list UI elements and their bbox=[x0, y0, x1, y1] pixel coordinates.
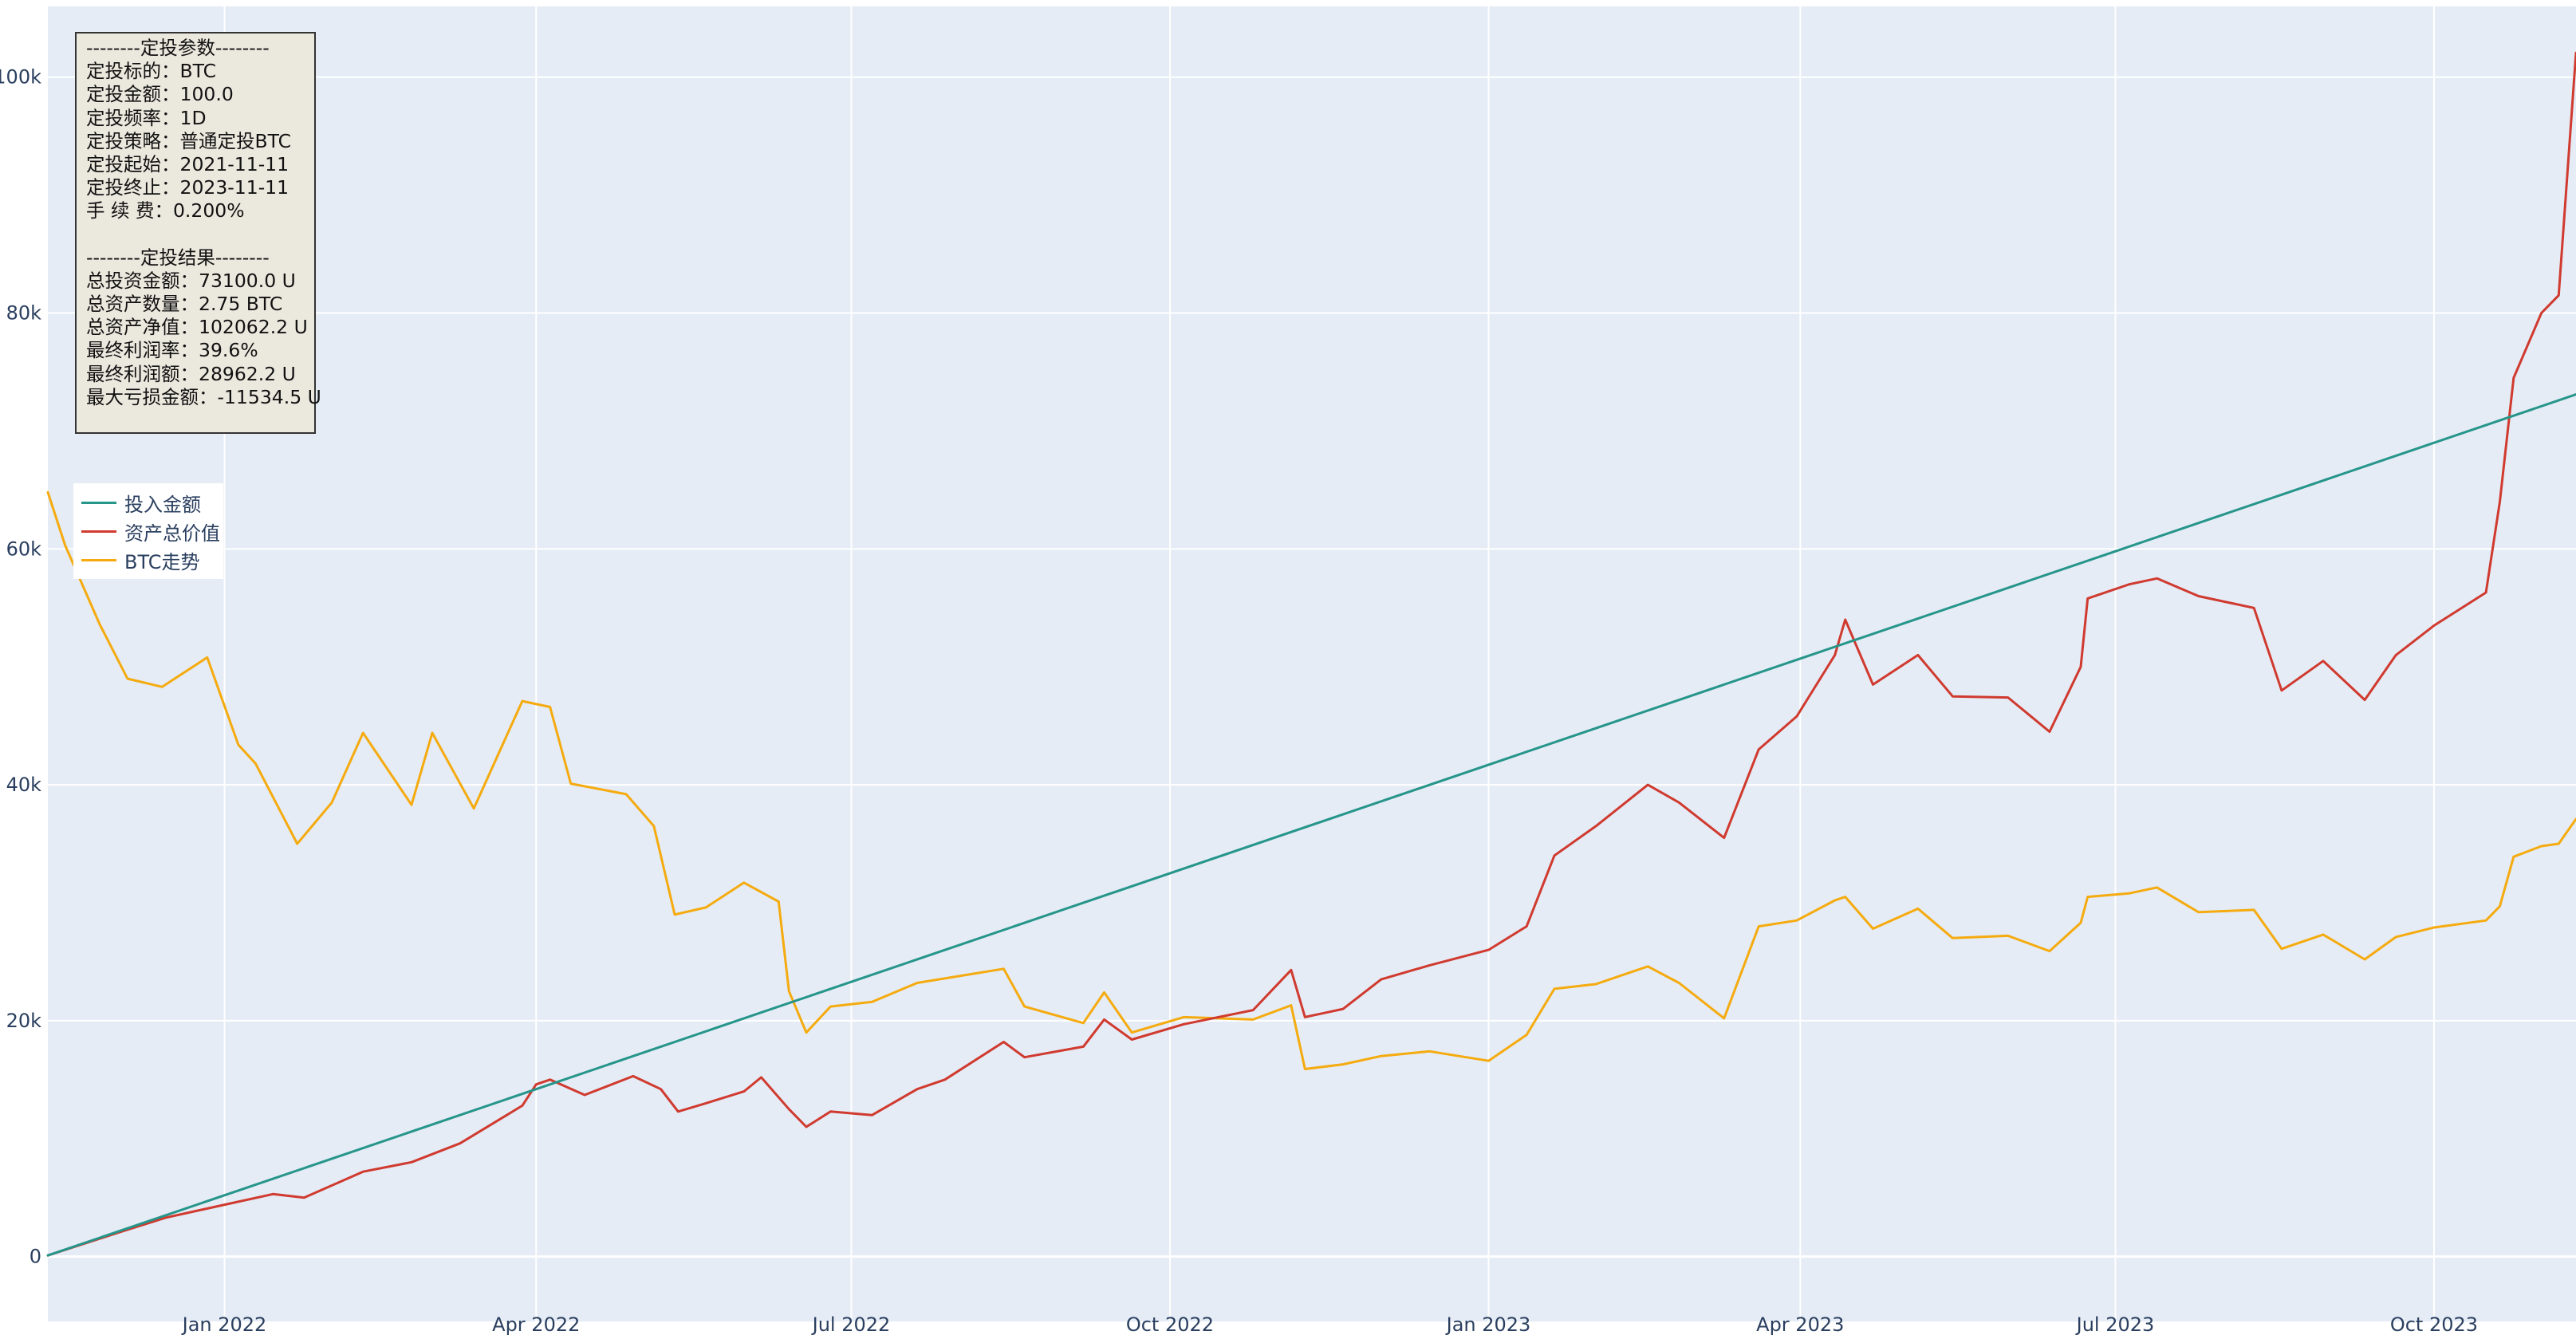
y-tick-label: 80k bbox=[6, 302, 42, 325]
y-tick-label: 60k bbox=[6, 538, 42, 560]
stats-line bbox=[86, 223, 314, 246]
stats-line: 最大亏损金额：-11534.5 U bbox=[86, 385, 321, 408]
stats-line: 定投策略：普通定投BTC bbox=[86, 129, 292, 152]
series-line-invested bbox=[46, 393, 2576, 1257]
stats-line: 手 续 费：0.200% bbox=[86, 199, 245, 223]
y-tick-label: 40k bbox=[6, 774, 42, 796]
y-tick-label: 0 bbox=[30, 1246, 41, 1268]
legend-label-invested: 投入金额 bbox=[124, 493, 201, 516]
stats-line: 定投频率：1D bbox=[86, 106, 207, 129]
legend-label-total-value: 资产总价值 bbox=[124, 522, 220, 545]
legend-item-btc[interactable]: BTC走势 bbox=[81, 545, 199, 574]
plot-background bbox=[48, 6, 2576, 1321]
legend-swatch-invested bbox=[81, 501, 116, 504]
x-tick-label: Apr 2022 bbox=[492, 1313, 580, 1336]
stats-line: --------定投参数-------- bbox=[86, 37, 270, 59]
series-line-total-value bbox=[46, 51, 2576, 1257]
x-axis-ticks: Jan 2022 Apr 2022 Jul 2022 Oct 2022 Jan 2023… bbox=[181, 1313, 2478, 1336]
legend-label-btc: BTC走势 bbox=[124, 550, 200, 573]
y-gridlines bbox=[48, 76, 2576, 1258]
legend[interactable]: 投入金额 资产总价值 BTC走势 bbox=[73, 483, 223, 579]
x-tick-label: Jul 2022 bbox=[811, 1313, 891, 1336]
stats-line: 总投资金额：73100.0 U bbox=[86, 269, 296, 292]
legend-item-invested[interactable]: 投入金额 bbox=[81, 488, 201, 517]
y-axis-ticks: 0 20k 40k 60k 80k 100k bbox=[0, 66, 41, 1268]
legend-swatch-btc bbox=[81, 558, 116, 561]
x-tick-label: Jan 2022 bbox=[181, 1313, 267, 1336]
stats-line: 总资产数量：2.75 BTC bbox=[86, 293, 283, 316]
stats-line: 最终利润额：28962.2 U bbox=[86, 362, 296, 385]
x-tick-label: Jan 2023 bbox=[1445, 1313, 1531, 1336]
stats-line: 定投金额：100.0 bbox=[86, 83, 234, 106]
stats-line: 总资产净值：102062.2 U bbox=[86, 316, 308, 339]
stats-line: 定投标的：BTC bbox=[86, 60, 217, 83]
x-tick-label: Oct 2022 bbox=[1126, 1313, 1214, 1336]
legend-swatch-total-value bbox=[81, 530, 116, 533]
x-tick-label: Apr 2023 bbox=[1756, 1313, 1844, 1336]
legend-item-total-value[interactable]: 资产总价值 bbox=[81, 517, 220, 545]
y-tick-label: 20k bbox=[6, 1010, 42, 1032]
stats-line: 定投起始：2021-11-11 bbox=[86, 152, 290, 175]
series-line-btc bbox=[46, 490, 2576, 1070]
series-lines bbox=[46, 51, 2576, 1257]
stats-line: 定投终止：2023-11-11 bbox=[86, 176, 290, 199]
stats-line: 最终利润率：39.6% bbox=[86, 339, 258, 362]
x-gridlines bbox=[223, 6, 2435, 1321]
x-tick-label: Jul 2023 bbox=[2075, 1313, 2155, 1336]
y-tick-label: 100k bbox=[0, 66, 41, 89]
stats-line: --------定投结果-------- bbox=[86, 246, 270, 269]
strategy-stats-box: --------定投参数-------- 定投标的：BTC 定投金额：100.0 定投… bbox=[75, 32, 321, 434]
x-tick-label: Oct 2023 bbox=[2390, 1313, 2478, 1336]
